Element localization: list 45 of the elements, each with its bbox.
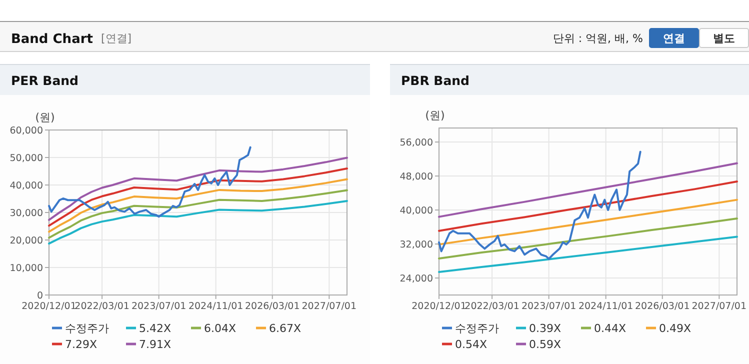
x-tick-label: 2022/03/01: [74, 301, 130, 312]
y-tick-label: 40,000: [10, 180, 43, 192]
text: Band Chart: [11, 32, 93, 47]
x-tick-label: 2026/03/01: [245, 301, 300, 312]
y-tick-label: 56,000: [400, 138, 433, 149]
legend-label: 0.49X: [659, 322, 692, 335]
x-tick-label: 2024/11/01: [188, 301, 244, 312]
legend-label: 6.67X: [269, 322, 302, 335]
y-tick-label: 32,000: [400, 240, 433, 251]
y-axis-title: (원): [425, 109, 445, 122]
y-tick-label: 48,000: [400, 172, 433, 183]
chart-title: PER Band: [11, 73, 78, 88]
legend-label: 7.91X: [139, 338, 172, 351]
y-tick-label: 10,000: [10, 263, 43, 274]
legend-label: 6.04X: [204, 322, 236, 335]
x-tick-label: 2023/07/01: [131, 301, 186, 312]
x-tick-label: 2020/12/01: [412, 301, 466, 312]
text: 단위 : 억원, 배, %: [552, 32, 643, 45]
x-tick-label: 2023/07/01: [521, 301, 576, 312]
legend-label: 수정주가: [455, 322, 499, 335]
text: 별도: [713, 32, 735, 45]
y-tick-label: 40,000: [400, 206, 433, 217]
text: [연결]: [100, 32, 132, 45]
x-tick-label: 2022/03/01: [464, 301, 520, 312]
legend-label: 수정주가: [65, 322, 109, 335]
legend-label: 0.54X: [455, 338, 488, 351]
x-tick-label: 2027/07/01: [692, 301, 747, 312]
x-tick-label: 2027/07/01: [302, 301, 357, 312]
x-tick-label: 2026/03/01: [635, 301, 690, 312]
x-tick-label: 2024/11/01: [578, 301, 634, 312]
y-tick-label: 50,000: [10, 153, 43, 164]
y-tick-label: 24,000: [400, 274, 433, 285]
x-tick-label: 2020/12/01: [22, 301, 76, 312]
legend-label: 0.44X: [594, 322, 626, 335]
legend-label: 0.39X: [529, 322, 562, 335]
y-tick-label: 30,000: [10, 208, 43, 219]
legend-label: 5.42X: [139, 322, 172, 335]
legend-label: 7.29X: [65, 338, 98, 351]
legend-label: 0.59X: [529, 338, 562, 351]
chart-title: PBR Band: [401, 73, 470, 88]
y-axis-title: (원): [35, 111, 55, 124]
text: 연결: [663, 32, 685, 45]
y-tick-label: 60,000: [10, 126, 43, 136]
y-tick-label: 20,000: [10, 236, 43, 246]
y-tick-label: 0: [36, 290, 43, 302]
